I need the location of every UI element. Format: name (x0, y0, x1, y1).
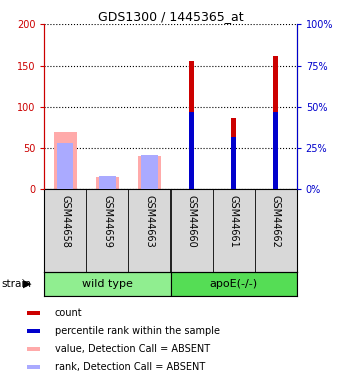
Bar (27, 310, 40, 315)
Text: wild type: wild type (82, 279, 133, 289)
Bar (27, 346, 40, 351)
Text: value, Detection Call = ABSENT: value, Detection Call = ABSENT (55, 344, 210, 354)
Bar (189, 112, 194, 189)
Bar (57, 143, 73, 189)
Text: apoE(-/-): apoE(-/-) (209, 279, 258, 289)
Text: strain: strain (2, 279, 32, 289)
Bar (170, 272, 297, 296)
Text: percentile rank within the sample: percentile rank within the sample (55, 326, 220, 336)
Text: ▶: ▶ (23, 279, 32, 289)
Text: rank, Detection Call = ABSENT: rank, Detection Call = ABSENT (55, 362, 205, 372)
Bar (27, 328, 40, 333)
Bar (231, 136, 236, 189)
Bar (273, 56, 278, 189)
Text: GSM44661: GSM44661 (228, 195, 239, 248)
Bar (99, 176, 116, 189)
Bar (138, 156, 161, 189)
Bar (27, 364, 40, 369)
Bar (44, 272, 170, 296)
Bar (189, 62, 194, 189)
Text: GSM44658: GSM44658 (60, 195, 70, 248)
Bar (54, 132, 77, 189)
Bar (273, 112, 278, 189)
Text: GSM44663: GSM44663 (145, 195, 154, 248)
Title: GDS1300 / 1445365_at: GDS1300 / 1445365_at (98, 10, 243, 23)
Text: GSM44660: GSM44660 (187, 195, 196, 248)
Text: count: count (55, 308, 82, 318)
Bar (142, 155, 158, 189)
Text: GSM44659: GSM44659 (102, 195, 113, 248)
Text: GSM44662: GSM44662 (271, 195, 281, 248)
Bar (96, 177, 119, 189)
Bar (231, 118, 236, 189)
